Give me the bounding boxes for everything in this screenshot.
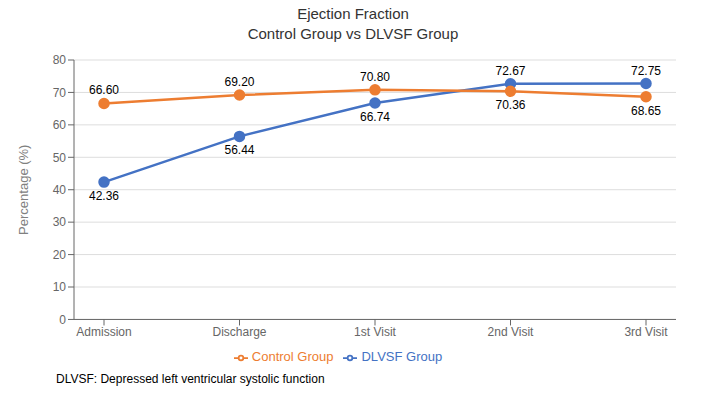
svg-text:1st Visit: 1st Visit <box>354 325 396 339</box>
svg-text:42.36: 42.36 <box>89 189 119 203</box>
svg-text:69.20: 69.20 <box>224 75 254 89</box>
svg-text:2nd Visit: 2nd Visit <box>488 325 534 339</box>
svg-text:3rd Visit: 3rd Visit <box>624 325 668 339</box>
svg-text:50: 50 <box>53 151 67 165</box>
svg-text:Percentage (%): Percentage (%) <box>16 145 31 235</box>
svg-text:30: 30 <box>53 215 67 229</box>
html-text:Control Group: Control Group <box>251 349 334 365</box>
svg-text:20: 20 <box>53 248 67 262</box>
svg-text:68.65: 68.65 <box>631 104 661 118</box>
svg-text:56.44: 56.44 <box>224 143 254 157</box>
svg-text:70.36: 70.36 <box>495 98 525 112</box>
html-text:DLVSF: Depressed left ventricu: DLVSF: Depressed left ventricular systol… <box>56 372 325 386</box>
svg-text:40: 40 <box>53 183 67 197</box>
svg-text:Discharge: Discharge <box>212 325 266 339</box>
svg-text:66.74: 66.74 <box>360 110 390 124</box>
svg-text:70.80: 70.80 <box>360 70 390 84</box>
svg-text:0: 0 <box>59 313 66 327</box>
svg-text:Admission: Admission <box>76 325 131 339</box>
svg-text:72.75: 72.75 <box>631 64 661 78</box>
svg-text:72.67: 72.67 <box>495 64 525 78</box>
html-text:Ejection Fraction: Ejection Fraction <box>297 5 409 22</box>
svg-text:80: 80 <box>53 53 67 67</box>
html-text:Control Group vs DLVSF Group: Control Group vs DLVSF Group <box>247 25 459 42</box>
svg-text:60: 60 <box>53 118 67 132</box>
svg-text:70: 70 <box>53 86 67 100</box>
svg-text:10: 10 <box>53 280 67 294</box>
svg-text:66.60: 66.60 <box>89 83 119 97</box>
html-text:DLVSF Group: DLVSF Group <box>361 349 443 365</box>
